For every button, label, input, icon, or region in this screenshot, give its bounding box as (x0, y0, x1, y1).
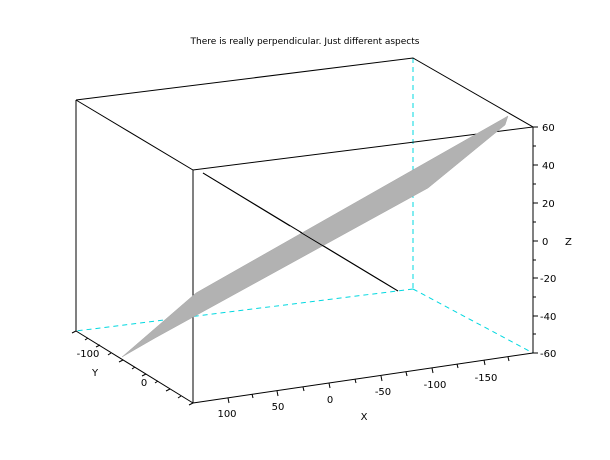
z-tick-label: 0 (542, 237, 548, 248)
chart-title: There is really perpendicular. Just diff… (190, 37, 420, 47)
hidden-edge-left (75, 288, 414, 332)
z-axis (533, 126, 538, 354)
z-tick-label: -60 (540, 349, 556, 360)
box-edges (75, 57, 535, 404)
z-tick-label: -20 (540, 274, 556, 285)
perpendicular-line-visible (299, 231, 399, 292)
z-tick-label: 20 (542, 199, 555, 210)
x-tick-label: 100 (217, 409, 236, 420)
perpendicular-line-top (202, 172, 291, 227)
y-tick-label: 0 (141, 378, 147, 389)
x-tick-labels: 100 50 0 -50 -100 -150 (217, 373, 497, 420)
x-tick-label: -50 (375, 387, 391, 398)
y-axis (71, 330, 194, 406)
x-tick-label: 50 (272, 402, 285, 413)
y-tick-labels: -100 0 (77, 349, 148, 389)
z-tick-label: -40 (540, 312, 556, 323)
x-tick-label: -100 (424, 380, 447, 391)
surface-plane (121, 115, 509, 358)
y-tick-label: -100 (77, 349, 100, 360)
z-tick-label: 60 (542, 123, 555, 134)
z-tick-label: 40 (542, 161, 555, 172)
box-bottom-right (192, 352, 534, 404)
x-axis (227, 356, 510, 404)
z-tick-labels: 60 40 20 0 -20 -40 -60 (540, 123, 556, 360)
hidden-edge-right (412, 288, 534, 354)
x-tick-label: -150 (475, 373, 498, 384)
hidden-edges (75, 58, 534, 354)
x-tick-label: 0 (327, 395, 333, 406)
y-axis-label: Y (91, 368, 99, 379)
z-axis-label: Z (565, 237, 572, 248)
x-axis-label: X (361, 412, 368, 423)
